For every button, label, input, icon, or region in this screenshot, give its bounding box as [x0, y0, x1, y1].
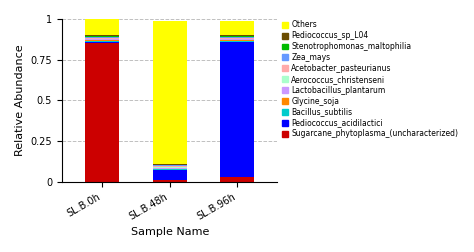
Bar: [85, 36, 119, 37]
Bar: [153, 165, 187, 166]
Bar: [153, 166, 187, 167]
Bar: [85, 37, 119, 38]
Bar: [220, 39, 254, 40]
Bar: [153, 170, 187, 180]
Bar: [85, 42, 119, 43]
Bar: [85, 38, 119, 39]
X-axis label: Sample Name: Sample Name: [130, 227, 209, 237]
Bar: [153, 168, 187, 169]
Bar: [85, 41, 119, 42]
Bar: [220, 37, 254, 38]
Bar: [220, 41, 254, 42]
Bar: [153, 169, 187, 170]
Bar: [85, 40, 119, 41]
Bar: [85, 39, 119, 40]
Bar: [85, 43, 119, 182]
Bar: [153, 180, 187, 182]
Bar: [220, 40, 254, 41]
Bar: [153, 164, 187, 165]
Y-axis label: Relative Abundance: Relative Abundance: [15, 45, 25, 156]
Bar: [85, 35, 119, 36]
Bar: [220, 38, 254, 39]
Bar: [220, 36, 254, 37]
Bar: [153, 21, 187, 164]
Bar: [220, 42, 254, 177]
Bar: [153, 167, 187, 168]
Bar: [85, 19, 119, 35]
Legend: Others, Pediococcus_sp_L04, Stenotrophomonas_maltophilia, Zea_mays, Acetobacter_: Others, Pediococcus_sp_L04, Stenotrophom…: [281, 20, 459, 139]
Bar: [220, 21, 254, 35]
Bar: [220, 177, 254, 182]
Bar: [220, 35, 254, 36]
